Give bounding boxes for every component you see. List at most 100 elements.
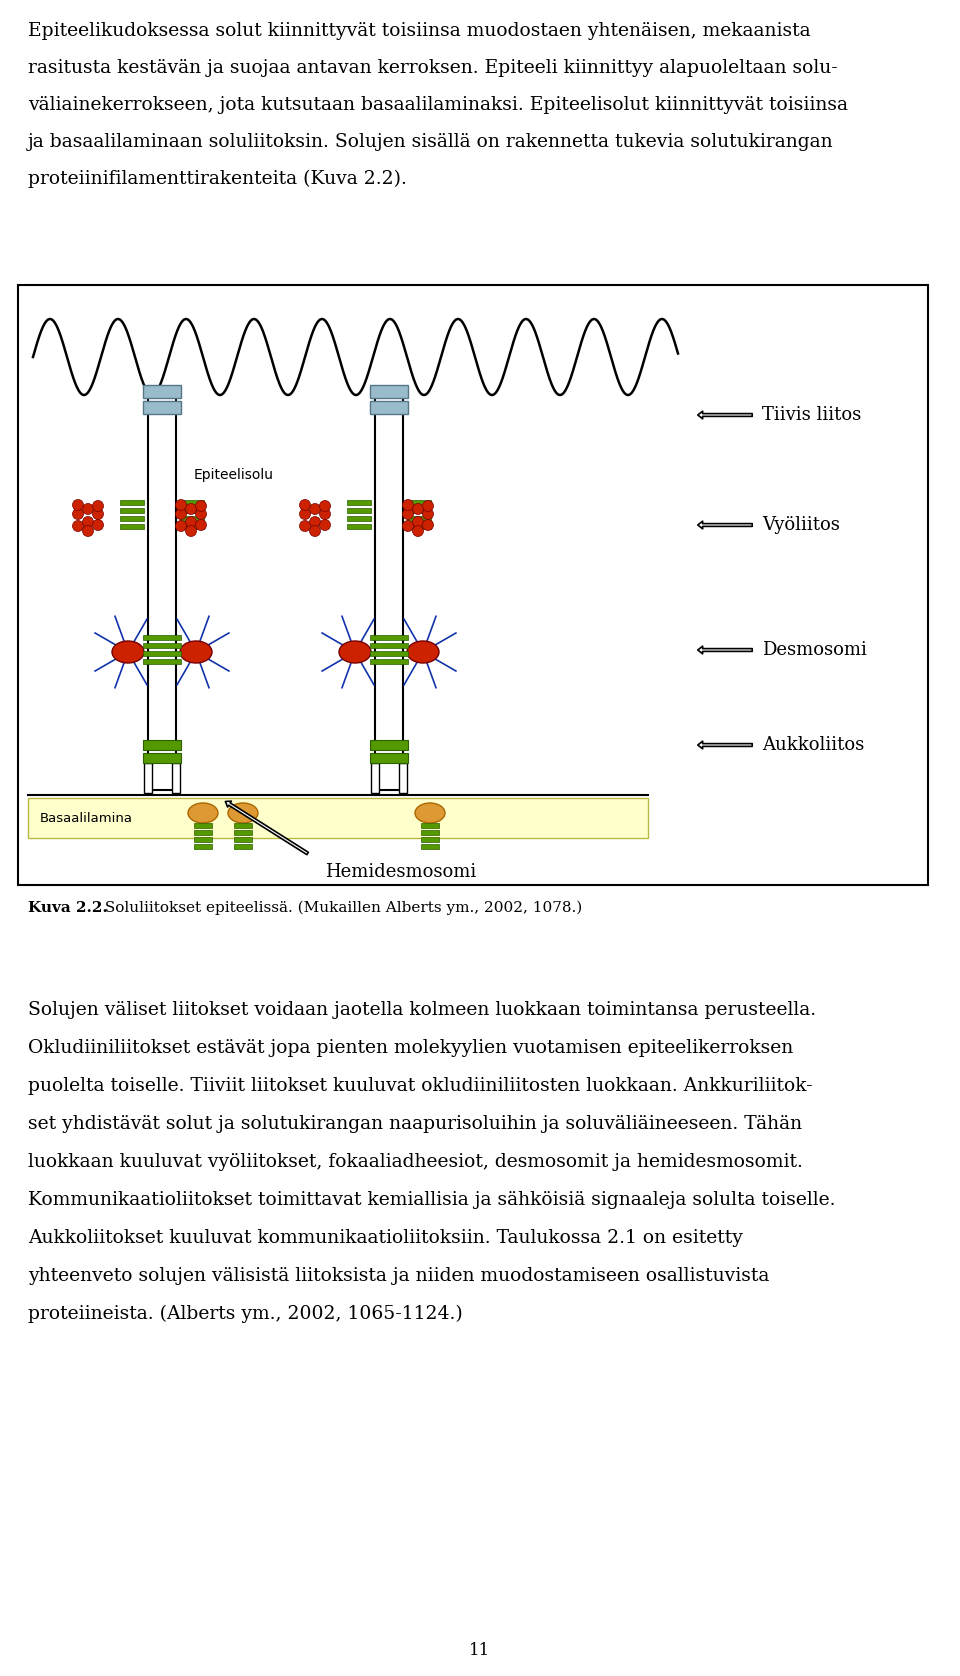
- Bar: [143, 635, 181, 640]
- Text: luokkaan kuuluvat vyöliitokset, fokaaliadheesiot, desmosomit ja hemidesmosomit.: luokkaan kuuluvat vyöliitokset, fokaalia…: [28, 1153, 803, 1172]
- Bar: [148, 391, 176, 789]
- Bar: [421, 845, 439, 850]
- Circle shape: [185, 526, 197, 536]
- Circle shape: [300, 521, 310, 531]
- Bar: [347, 499, 371, 504]
- Bar: [407, 516, 431, 521]
- Ellipse shape: [188, 803, 218, 823]
- Text: yhteenveto solujen välisistä liitoksista ja niiden muodostamiseen osallistuvista: yhteenveto solujen välisistä liitoksista…: [28, 1267, 769, 1285]
- Text: proteiineista. (Alberts ym., 2002, 1065-1124.): proteiineista. (Alberts ym., 2002, 1065-…: [28, 1306, 463, 1324]
- Text: Basaalilamina: Basaalilamina: [40, 811, 133, 825]
- Bar: [28, 798, 648, 838]
- Text: Aukkoliitokset kuuluvat kommunikaatioliitoksiin. Taulukossa 2.1 on esitetty: Aukkoliitokset kuuluvat kommunikaatiolii…: [28, 1229, 743, 1247]
- Bar: [180, 525, 204, 530]
- Circle shape: [196, 520, 206, 531]
- Bar: [421, 823, 439, 828]
- Bar: [370, 644, 408, 649]
- Bar: [120, 499, 144, 504]
- Circle shape: [300, 508, 310, 520]
- Circle shape: [83, 526, 93, 536]
- Bar: [370, 741, 408, 749]
- Circle shape: [422, 520, 434, 531]
- Bar: [421, 836, 439, 841]
- Circle shape: [73, 508, 84, 520]
- Bar: [399, 763, 407, 793]
- Circle shape: [92, 520, 104, 531]
- Circle shape: [402, 508, 414, 520]
- Circle shape: [402, 521, 414, 531]
- Circle shape: [309, 516, 321, 528]
- Bar: [347, 525, 371, 530]
- Text: väliainekerrokseen, jota kutsutaan basaalilaminaksi. Epiteelisolut kiinnittyvät : väliainekerrokseen, jota kutsutaan basaa…: [28, 96, 848, 114]
- Text: Aukkoliitos: Aukkoliitos: [762, 736, 864, 754]
- Text: set yhdistävät solut ja solutukirangan naapurisoluihin ja soluväliäineeseen. Täh: set yhdistävät solut ja solutukirangan n…: [28, 1115, 803, 1133]
- Bar: [234, 830, 252, 835]
- Circle shape: [309, 503, 321, 515]
- Bar: [194, 836, 212, 841]
- Bar: [370, 650, 408, 655]
- Bar: [143, 644, 181, 649]
- Bar: [143, 753, 181, 763]
- Text: Vyöliitos: Vyöliitos: [762, 516, 840, 535]
- Bar: [234, 845, 252, 850]
- Ellipse shape: [339, 640, 371, 664]
- Ellipse shape: [415, 803, 445, 823]
- Bar: [370, 635, 408, 640]
- Circle shape: [309, 526, 321, 536]
- Circle shape: [422, 508, 434, 520]
- Circle shape: [422, 501, 434, 511]
- Bar: [144, 763, 152, 793]
- Bar: [370, 401, 408, 414]
- Circle shape: [196, 508, 206, 520]
- Bar: [347, 516, 371, 521]
- Text: Epiteelikudoksessa solut kiinnittyvät toisiinsa muodostaen yhtenäisen, mekaanist: Epiteelikudoksessa solut kiinnittyvät to…: [28, 22, 810, 40]
- Text: Tiivis liitos: Tiivis liitos: [762, 406, 861, 424]
- Bar: [180, 499, 204, 504]
- Bar: [143, 741, 181, 749]
- Text: Hemidesmosomi: Hemidesmosomi: [325, 863, 476, 882]
- Ellipse shape: [407, 640, 439, 664]
- Bar: [120, 508, 144, 513]
- Bar: [370, 659, 408, 664]
- Text: 11: 11: [469, 1641, 491, 1659]
- Bar: [370, 753, 408, 763]
- Circle shape: [83, 503, 93, 515]
- Bar: [234, 836, 252, 841]
- Text: Kommunikaatioliitokset toimittavat kemiallisia ja sähköisiä signaaleja solulta t: Kommunikaatioliitokset toimittavat kemia…: [28, 1192, 835, 1208]
- Text: ja basaalilaminaan soluliitoksin. Solujen sisällä on rakennetta tukevia solutuki: ja basaalilaminaan soluliitoksin. Soluje…: [28, 132, 833, 151]
- Ellipse shape: [180, 640, 212, 664]
- Bar: [143, 385, 181, 397]
- Circle shape: [413, 503, 423, 515]
- Bar: [370, 385, 408, 397]
- Circle shape: [73, 521, 84, 531]
- Bar: [194, 845, 212, 850]
- Bar: [180, 516, 204, 521]
- Circle shape: [92, 508, 104, 520]
- Bar: [407, 499, 431, 504]
- Bar: [194, 823, 212, 828]
- Circle shape: [185, 503, 197, 515]
- Bar: [172, 763, 180, 793]
- Circle shape: [92, 501, 104, 511]
- Bar: [371, 763, 379, 793]
- Circle shape: [320, 520, 330, 531]
- Ellipse shape: [112, 640, 144, 664]
- Circle shape: [73, 499, 84, 511]
- Circle shape: [413, 516, 423, 528]
- Bar: [194, 830, 212, 835]
- Circle shape: [320, 501, 330, 511]
- Circle shape: [300, 499, 310, 511]
- Bar: [234, 823, 252, 828]
- Circle shape: [402, 499, 414, 511]
- Circle shape: [413, 526, 423, 536]
- Text: Epiteelisolu: Epiteelisolu: [194, 468, 274, 483]
- Circle shape: [176, 508, 186, 520]
- Text: puolelta toiselle. Tiiviit liitokset kuuluvat okludiiniliitosten luokkaan. Ankku: puolelta toiselle. Tiiviit liitokset kuu…: [28, 1078, 812, 1094]
- Bar: [375, 391, 403, 789]
- Text: Desmosomi: Desmosomi: [762, 640, 867, 659]
- Text: Soluliitokset epiteelissä. (Mukaillen Alberts ym., 2002, 1078.): Soluliitokset epiteelissä. (Mukaillen Al…: [100, 902, 583, 915]
- Text: Solujen väliset liitokset voidaan jaotella kolmeen luokkaan toimintansa perustee: Solujen väliset liitokset voidaan jaotel…: [28, 1001, 816, 1019]
- Circle shape: [320, 508, 330, 520]
- Text: proteiinifilamenttirakenteita (Kuva 2.2).: proteiinifilamenttirakenteita (Kuva 2.2)…: [28, 169, 407, 188]
- Bar: [180, 508, 204, 513]
